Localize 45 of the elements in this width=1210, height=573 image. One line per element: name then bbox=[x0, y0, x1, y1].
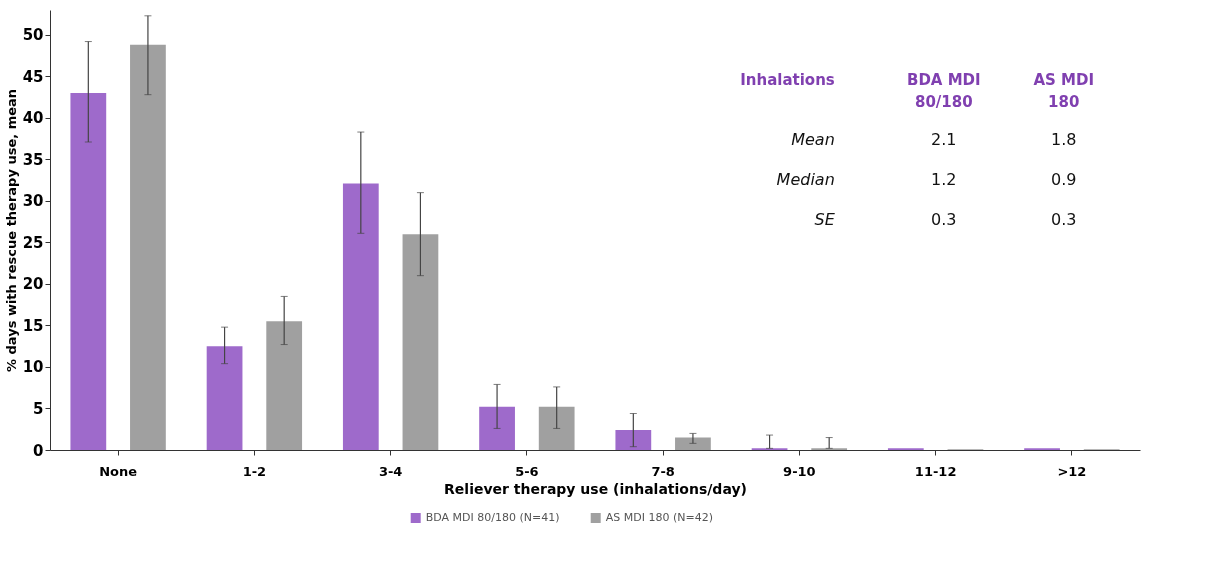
x-tick-label: 7-8 bbox=[651, 463, 675, 479]
y-tick-label: 45 bbox=[22, 67, 44, 86]
x-tick-label: >12 bbox=[1057, 463, 1087, 479]
x-tick-label: 11-12 bbox=[914, 463, 957, 479]
bar bbox=[675, 437, 711, 450]
bar bbox=[538, 406, 575, 450]
bar bbox=[402, 234, 439, 450]
y-tick-label: 35 bbox=[22, 150, 44, 169]
x-axis-title: Reliever therapy use (inhalations/day) bbox=[444, 480, 747, 497]
annotation: SE bbox=[814, 210, 836, 229]
x-tick-label: 1-2 bbox=[242, 463, 267, 479]
y-tick-label: 0 bbox=[33, 441, 44, 460]
bar bbox=[206, 346, 243, 450]
bar bbox=[130, 44, 166, 450]
bar bbox=[479, 406, 515, 450]
x-tick-label: None bbox=[99, 463, 138, 479]
bar bbox=[266, 321, 303, 450]
y-axis-title: % days with rescue therapy use, mean bbox=[3, 88, 19, 373]
annotation: 0.3 bbox=[931, 210, 957, 229]
y-tick-label: 40 bbox=[22, 109, 44, 128]
x-tick-label: 9-10 bbox=[783, 463, 816, 479]
annotation: Inhalations bbox=[740, 71, 835, 89]
annotation: 2.1 bbox=[931, 130, 957, 149]
y-tick-label: 20 bbox=[22, 275, 44, 294]
y-tick-label: 25 bbox=[22, 233, 44, 252]
annotation: 1.2 bbox=[931, 170, 957, 189]
y-tick-label: 15 bbox=[22, 316, 44, 335]
annotation: Median bbox=[776, 170, 835, 189]
legend-label: AS MDI 180 (N=42) bbox=[605, 511, 713, 524]
bar bbox=[342, 183, 379, 450]
y-tick-label: 5 bbox=[33, 399, 44, 418]
y-tick-label: 10 bbox=[22, 358, 44, 377]
annotation: Mean bbox=[791, 130, 835, 149]
annotation: 0.9 bbox=[1050, 170, 1077, 189]
x-tick-label: 5-6 bbox=[515, 463, 539, 479]
bar bbox=[70, 93, 107, 450]
annotation: AS MDI 180 bbox=[1033, 71, 1094, 111]
y-tick-label: 50 bbox=[22, 26, 44, 45]
legend-label: BDA MDI 80/180 (N=41) bbox=[425, 511, 560, 524]
annotation: BDA MDI 80/180 bbox=[906, 71, 981, 111]
x-tick-label: 3-4 bbox=[378, 463, 403, 479]
annotation: 1.8 bbox=[1050, 130, 1077, 149]
annotation: 0.3 bbox=[1050, 210, 1077, 229]
bar bbox=[615, 430, 652, 450]
y-tick-label: 30 bbox=[22, 192, 44, 211]
